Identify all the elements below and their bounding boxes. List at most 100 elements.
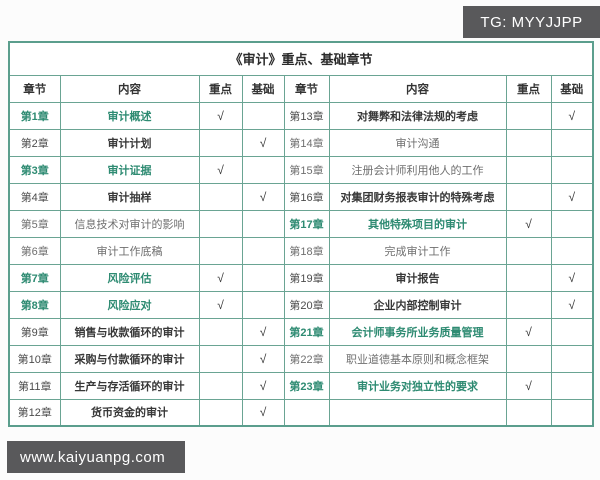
basic-check-cell (550, 128, 594, 157)
key-check-cell (505, 398, 552, 427)
key-check-cell: √ (198, 290, 243, 319)
table-row: 第7章 风险评估 √ 第19章 审计报告 √ (8, 263, 594, 292)
column-header-content-right: 内容 (328, 74, 507, 103)
chapter-cell: 第23章 (283, 371, 330, 400)
audit-chapters-table: 《审计》重点、基础章节 章节 内容 重点 基础 章节 内容 重点 基础 第1章审… (8, 41, 595, 427)
column-header-chapter-left: 章节 (8, 74, 61, 103)
key-check-cell: √ (198, 263, 243, 292)
chapter-cell: 第8章 (8, 290, 61, 319)
content-cell: 注册会计师利用他人的工作 (328, 155, 507, 184)
basic-check-cell (550, 344, 594, 373)
table-row: 第4章 审计抽样 √ 第16章 对集团财务报表审计的特殊考虑 √ (8, 182, 594, 211)
basic-check-cell (241, 155, 285, 184)
column-header-basic-left: 基础 (241, 74, 285, 103)
content-cell: 审计工作底稿 (59, 236, 200, 265)
content-cell: 审计沟通 (328, 128, 507, 157)
table-row: 第3章 审计证据 √ 第15章 注册会计师利用他人的工作 (8, 155, 594, 184)
table-row: 第11章 生产与存活循环的审计 √ 第23章 审计业务对独立性的要求 √ (8, 371, 594, 400)
chapter-cell (283, 398, 330, 427)
audit-chapters-table-wrap: 《审计》重点、基础章节 章节 内容 重点 基础 章节 内容 重点 基础 第1章审… (8, 41, 595, 427)
table-row: 第5章 信息技术对审计的影响 第17章 其他特殊项目的审计 √ (8, 209, 594, 238)
key-check-cell (198, 398, 243, 427)
table-title-row: 《审计》重点、基础章节 (8, 41, 594, 76)
basic-check-cell: √ (241, 344, 285, 373)
content-cell (328, 398, 507, 427)
basic-check-cell: √ (241, 128, 285, 157)
content-cell: 销售与收款循环的审计 (59, 317, 200, 346)
basic-check-cell (241, 236, 285, 265)
basic-check-cell (550, 155, 594, 184)
basic-check-cell (241, 209, 285, 238)
key-check-cell: √ (198, 101, 243, 130)
key-check-cell (505, 182, 552, 211)
content-cell: 审计业务对独立性的要求 (328, 371, 507, 400)
basic-check-cell: √ (550, 182, 594, 211)
chapter-cell: 第7章 (8, 263, 61, 292)
basic-check-cell: √ (550, 290, 594, 319)
key-check-cell (198, 128, 243, 157)
table-title: 《审计》重点、基础章节 (8, 41, 594, 76)
key-check-cell: √ (505, 371, 552, 400)
basic-check-cell (550, 317, 594, 346)
key-check-cell (505, 101, 552, 130)
key-check-cell (505, 344, 552, 373)
basic-check-cell: √ (241, 317, 285, 346)
key-check-cell: √ (505, 317, 552, 346)
key-check-cell (198, 236, 243, 265)
basic-check-cell: √ (550, 263, 594, 292)
key-check-cell (198, 182, 243, 211)
column-header-key-left: 重点 (198, 74, 243, 103)
table-body: 第1章 审计概述 √ 第13章 对舞弊和法律法规的考虑 √ 第2章 审计计划 √ 第14章 审计沟通… (8, 101, 594, 427)
chapter-cell: 第14章 (283, 128, 330, 157)
site-watermark: www.kaiyuanpg.com (7, 441, 185, 473)
basic-check-cell (550, 371, 594, 400)
basic-check-cell: √ (241, 398, 285, 427)
chapter-cell: 第3章 (8, 155, 61, 184)
column-header-key-right: 重点 (505, 74, 552, 103)
basic-check-cell (241, 101, 285, 130)
chapter-cell: 第16章 (283, 182, 330, 211)
table-row: 第1章 审计概述 √ 第13章 对舞弊和法律法规的考虑 √ (8, 101, 594, 130)
content-cell: 对舞弊和法律法规的考虑 (328, 101, 507, 130)
basic-check-cell (550, 236, 594, 265)
chapter-cell: 第22章 (283, 344, 330, 373)
key-check-cell: √ (198, 155, 243, 184)
content-cell: 信息技术对审计的影响 (59, 209, 200, 238)
content-cell: 审计证据 (59, 155, 200, 184)
table-row: 第2章 审计计划 √ 第14章 审计沟通 (8, 128, 594, 157)
basic-check-cell (550, 398, 594, 427)
chapter-cell: 第19章 (283, 263, 330, 292)
tg-badge: TG: MYYJJPP (463, 6, 600, 38)
basic-check-cell: √ (550, 101, 594, 130)
key-check-cell: √ (505, 209, 552, 238)
chapter-cell: 第15章 (283, 155, 330, 184)
chapter-cell: 第21章 (283, 317, 330, 346)
content-cell: 审计报告 (328, 263, 507, 292)
content-cell: 审计概述 (59, 101, 200, 130)
content-cell: 职业道德基本原则和概念框架 (328, 344, 507, 373)
chapter-cell: 第9章 (8, 317, 61, 346)
content-cell: 采购与付款循环的审计 (59, 344, 200, 373)
table-row: 第10章 采购与付款循环的审计 √ 第22章 职业道德基本原则和概念框架 (8, 344, 594, 373)
content-cell: 货币资金的审计 (59, 398, 200, 427)
content-cell: 风险应对 (59, 290, 200, 319)
key-check-cell (505, 290, 552, 319)
column-header-basic-right: 基础 (550, 74, 594, 103)
content-cell: 审计抽样 (59, 182, 200, 211)
key-check-cell (198, 209, 243, 238)
chapter-cell: 第2章 (8, 128, 61, 157)
key-check-cell (505, 236, 552, 265)
content-cell: 其他特殊项目的审计 (328, 209, 507, 238)
content-cell: 会计师事务所业务质量管理 (328, 317, 507, 346)
content-cell: 完成审计工作 (328, 236, 507, 265)
key-check-cell (505, 263, 552, 292)
chapter-cell: 第4章 (8, 182, 61, 211)
chapter-cell: 第13章 (283, 101, 330, 130)
chapter-cell: 第18章 (283, 236, 330, 265)
chapter-cell: 第6章 (8, 236, 61, 265)
content-cell: 风险评估 (59, 263, 200, 292)
content-cell: 审计计划 (59, 128, 200, 157)
chapter-cell: 第20章 (283, 290, 330, 319)
chapter-cell: 第11章 (8, 371, 61, 400)
key-check-cell (198, 344, 243, 373)
